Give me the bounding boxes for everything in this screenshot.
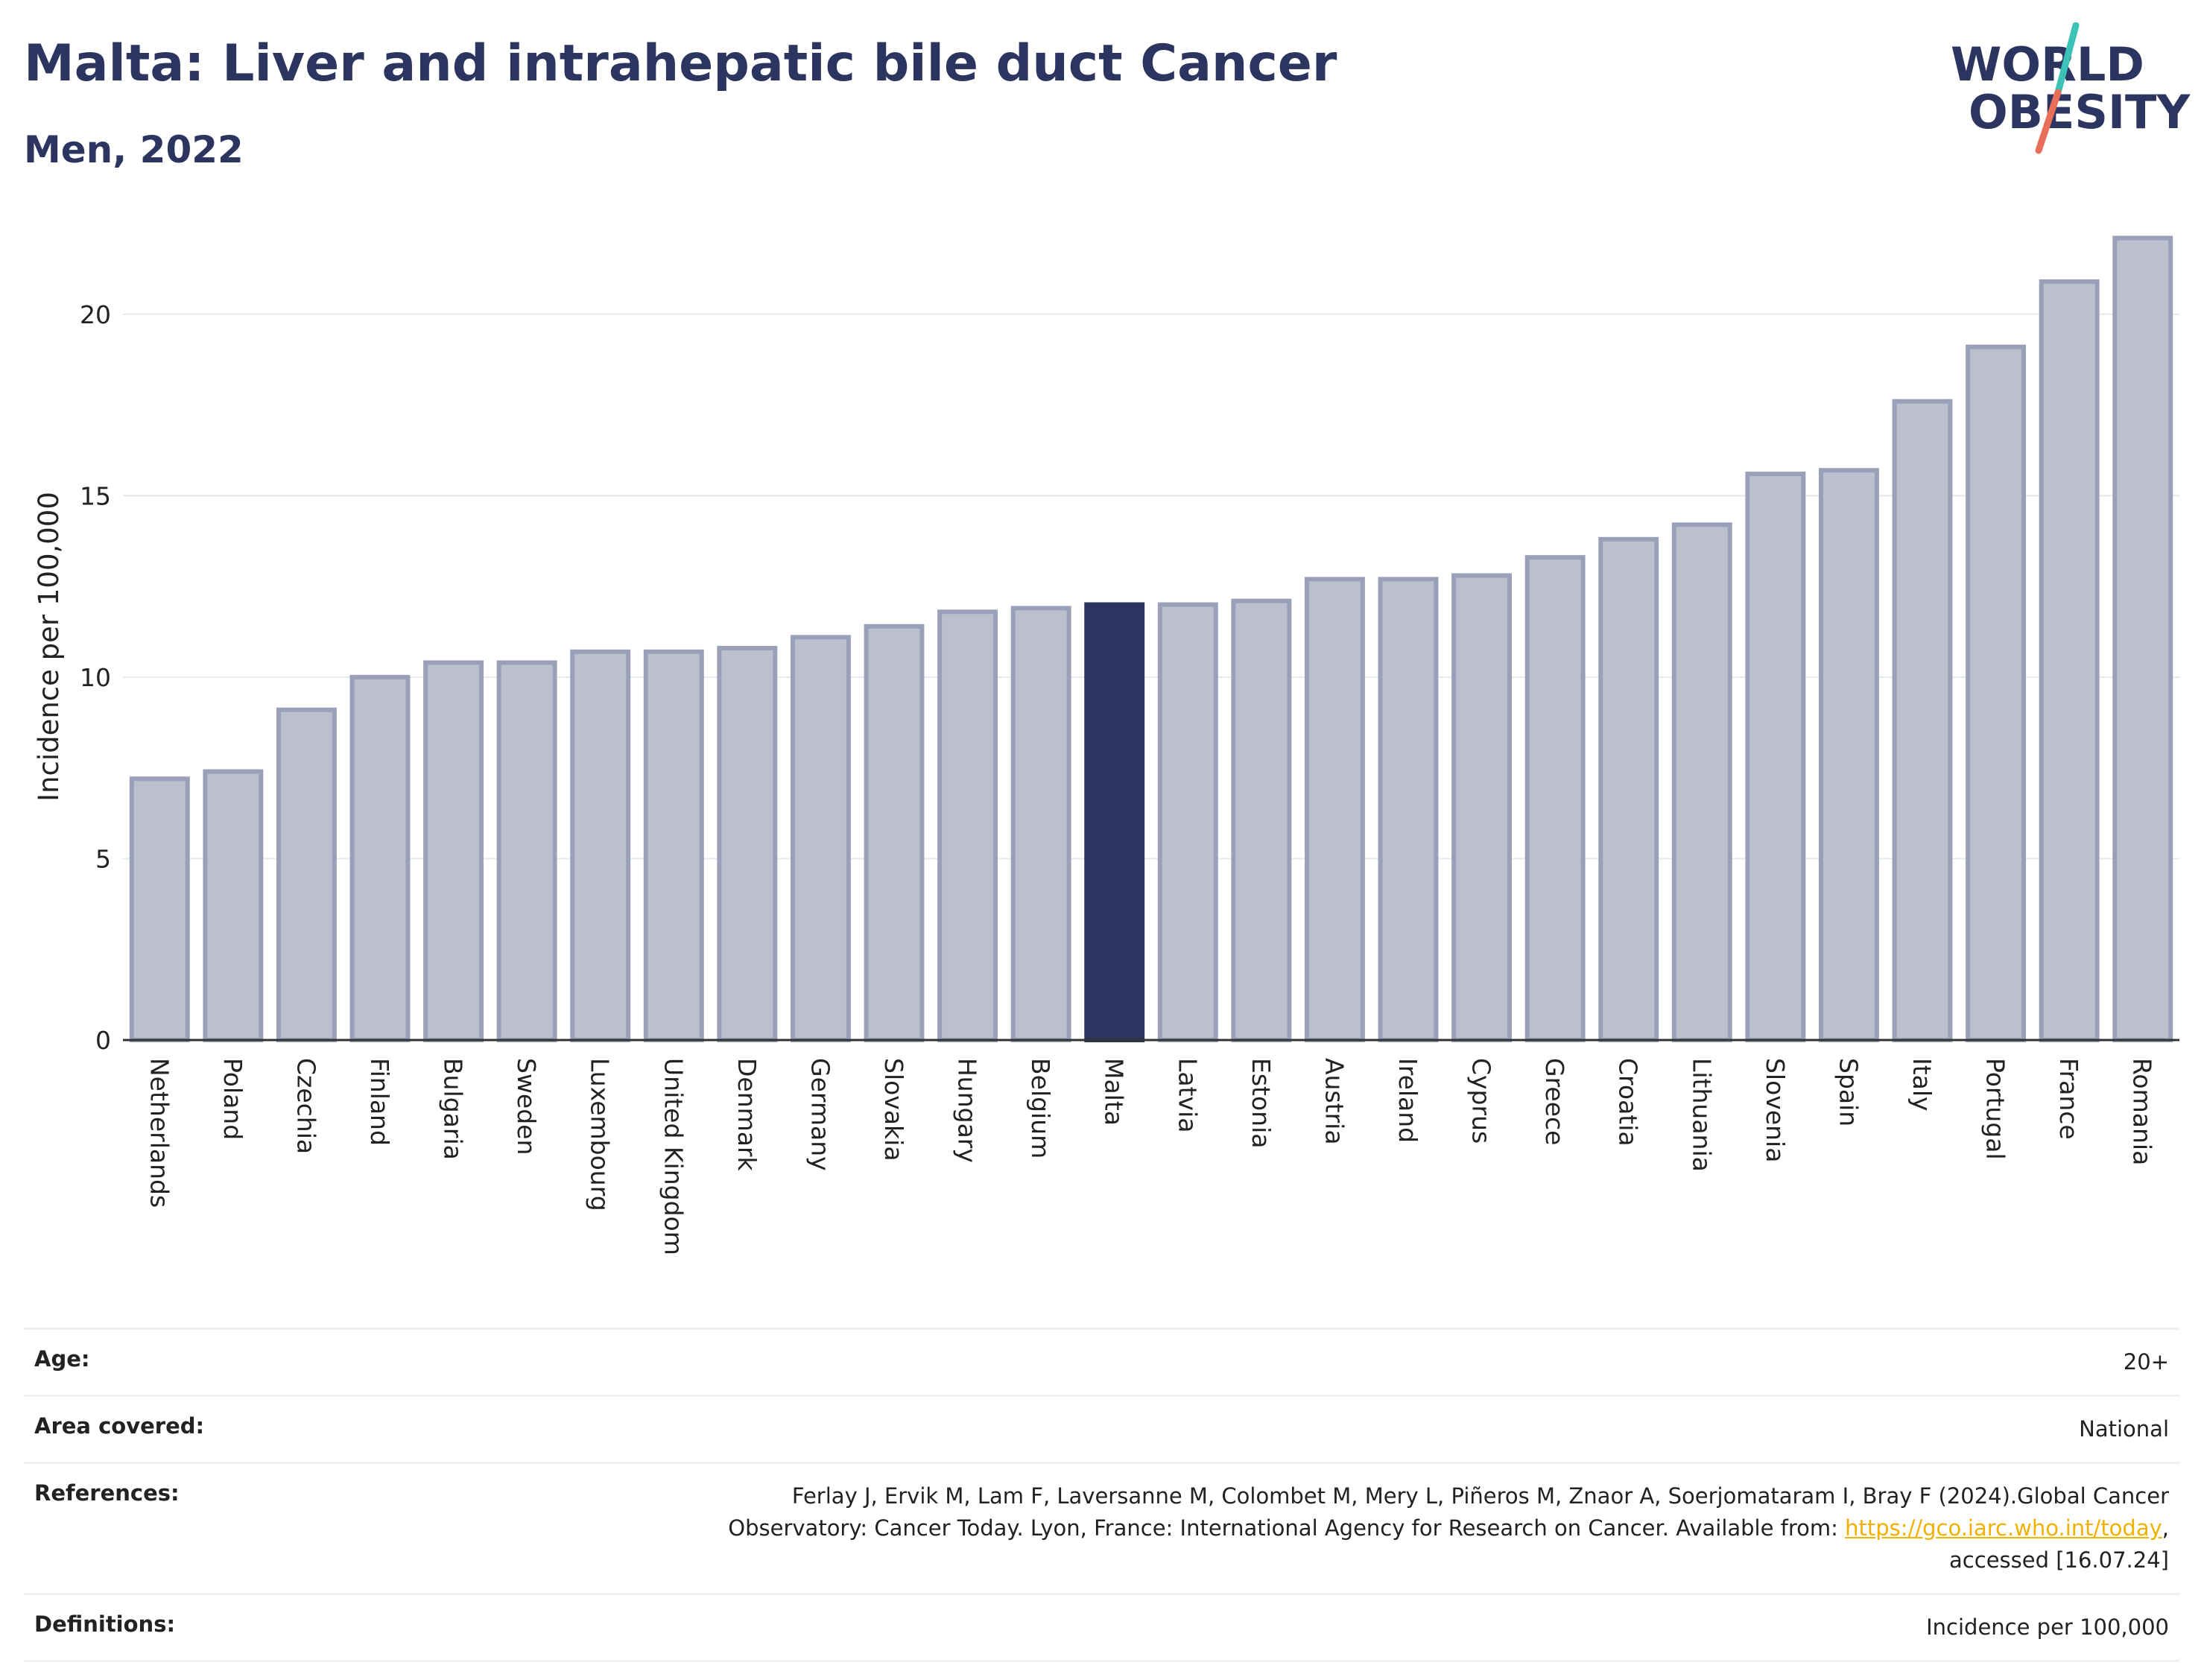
bar: [1818, 468, 1879, 1042]
world-obesity-logo: WORLD OBESITY: [1951, 22, 2191, 154]
references-line-3: accessed [16.07.24]: [1949, 1547, 2169, 1573]
references-line-1: Ferlay J, Ervik M, Lam F, Laversanne M, …: [791, 1483, 2169, 1509]
bar: [864, 624, 925, 1042]
bar: [570, 649, 631, 1042]
x-tick-label: Croatia: [1614, 1058, 1643, 1147]
bar: [2112, 235, 2173, 1042]
logo-text-world: WORLD: [1951, 37, 2144, 92]
x-tick-label: Lithuania: [1687, 1058, 1716, 1172]
y-tick-label: 20: [80, 300, 111, 329]
bar: [790, 635, 851, 1042]
x-tick-label: United Kingdom: [659, 1058, 688, 1255]
x-tick-label: Netherlands: [145, 1058, 174, 1208]
x-tick-label: Germany: [805, 1058, 835, 1171]
bar: [1010, 606, 1071, 1042]
age-value: 20+: [2123, 1349, 2169, 1375]
bar: [276, 707, 337, 1042]
bar: [496, 660, 557, 1042]
x-tick-label: Portugal: [1981, 1058, 2010, 1160]
y-tick-label: 10: [80, 663, 111, 692]
bar: [1157, 602, 1218, 1042]
x-tick-label: Italy: [1907, 1058, 1937, 1112]
metadata-table: Age: 20+ Area covered: National Referenc…: [24, 1328, 2179, 1662]
bar: [1745, 472, 1806, 1042]
area-value: National: [2079, 1416, 2169, 1442]
x-tick-label: Hungary: [953, 1058, 982, 1163]
bar: [643, 649, 704, 1042]
x-tick-label: Sweden: [512, 1058, 541, 1155]
meta-row-definitions: Definitions: Incidence per 100,000: [24, 1593, 2179, 1662]
y-tick-label: 0: [95, 1026, 111, 1055]
bar: [1304, 577, 1365, 1042]
x-tick-label: France: [2054, 1058, 2083, 1140]
area-label: Area covered:: [34, 1413, 205, 1439]
bar: [1524, 555, 1586, 1042]
x-tick-label: Malta: [1100, 1058, 1129, 1126]
bar: [1378, 577, 1439, 1042]
definitions-label: Definitions:: [34, 1611, 176, 1637]
bar-highlighted: [1084, 602, 1145, 1042]
bar: [1451, 573, 1513, 1042]
bar: [1598, 536, 1659, 1042]
x-tick-label: Romania: [2128, 1058, 2157, 1165]
logo-text-obesity: OBESITY: [1969, 85, 2191, 139]
meta-row-age: Age: 20+: [24, 1328, 2179, 1395]
bar-chart: 0 5 10 15 20 Netherlands Poland Czechia Finland…: [33, 235, 2179, 1255]
bar: [1671, 522, 1732, 1042]
x-tick-label: Estonia: [1247, 1058, 1276, 1148]
bar: [129, 776, 190, 1043]
bar: [1231, 598, 1292, 1042]
x-tick-label: Slovenia: [1761, 1058, 1790, 1162]
y-tick-label: 5: [95, 844, 111, 873]
references-line-2: Observatory: Cancer Today. Lyon, France:…: [728, 1515, 1846, 1541]
bar: [349, 674, 411, 1043]
x-tick-label: Slovakia: [879, 1058, 908, 1161]
y-axis-title: Incidence per 100,000: [33, 492, 65, 802]
x-tick-label: Czechia: [291, 1058, 320, 1154]
bar: [203, 769, 264, 1042]
bar: [937, 609, 998, 1042]
x-tick-label: Spain: [1834, 1058, 1863, 1126]
references-link[interactable]: https://gco.iarc.who.int/today: [1845, 1515, 2162, 1541]
logo-slash-teal: [2054, 22, 2080, 96]
x-tick-label: Denmark: [732, 1058, 761, 1172]
x-tick-label: Latvia: [1173, 1058, 1202, 1132]
x-tick-label: Ireland: [1393, 1058, 1422, 1143]
logo-slash-red: [2035, 89, 2062, 154]
x-tick-label: Poland: [218, 1058, 247, 1140]
x-tick-label: Bulgaria: [439, 1058, 468, 1160]
references-label: References:: [34, 1480, 180, 1506]
x-tick-label: Luxembourg: [586, 1058, 615, 1211]
bars: [129, 235, 2173, 1043]
x-tick-label: Greece: [1540, 1058, 1569, 1145]
chart-title: Malta: Liver and intrahepatic bile duct …: [24, 34, 1337, 93]
y-axis-ticks: 0 5 10 15 20: [80, 300, 111, 1055]
x-tick-label: Finland: [365, 1058, 394, 1146]
x-axis-labels: Netherlands Poland Czechia Finland Bulgaria S…: [145, 1058, 2156, 1255]
chart-subtitle: Men, 2022: [24, 128, 244, 171]
bar: [1966, 344, 2027, 1042]
y-tick-label: 15: [80, 481, 111, 510]
age-label: Age:: [34, 1346, 90, 1372]
bar: [717, 645, 778, 1042]
bar: [2039, 279, 2100, 1042]
x-tick-label: Belgium: [1026, 1058, 1055, 1158]
meta-row-references: References: Ferlay J, Ervik M, Lam F, La…: [24, 1462, 2179, 1593]
meta-row-area: Area covered: National: [24, 1395, 2179, 1462]
bar: [1892, 399, 1953, 1042]
references-value: Ferlay J, Ervik M, Lam F, Laversanne M, …: [728, 1480, 2169, 1576]
x-tick-label: Cyprus: [1467, 1058, 1496, 1144]
x-tick-label: Austria: [1320, 1058, 1349, 1145]
definitions-value: Incidence per 100,000: [1926, 1614, 2169, 1640]
references-line-2-end: ,: [2162, 1515, 2169, 1541]
bar: [423, 660, 484, 1042]
